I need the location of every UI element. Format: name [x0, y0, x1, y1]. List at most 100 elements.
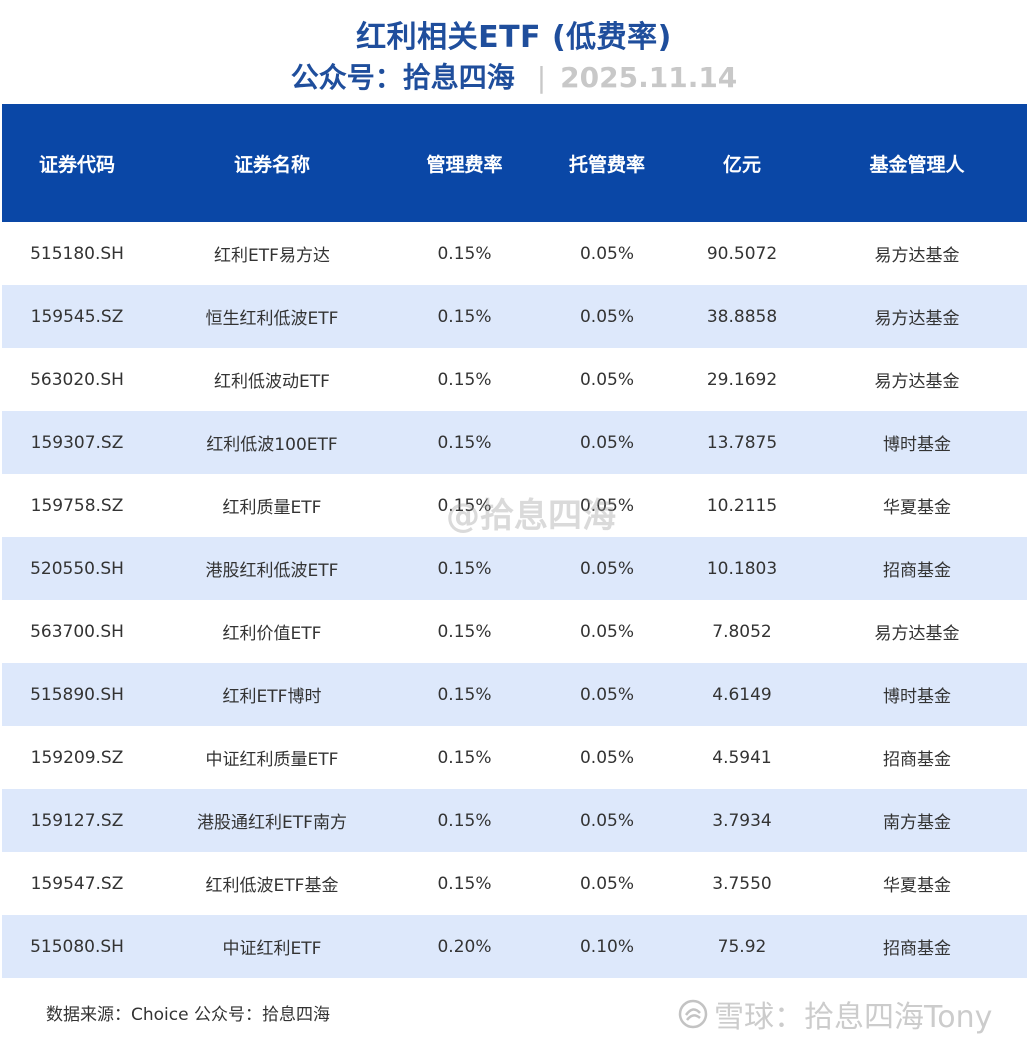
table-cell: 博时基金	[807, 411, 1027, 474]
table-cell: 0.05%	[537, 789, 677, 852]
table-cell: 0.15%	[392, 789, 537, 852]
table-cell: 563700.SH	[2, 600, 152, 663]
table-cell: 红利ETF易方达	[152, 222, 392, 285]
table-cell: 恒生红利低波ETF	[152, 285, 392, 348]
table-cell: 0.20%	[392, 915, 537, 978]
table-cell: 29.1692	[677, 348, 807, 411]
table-cell: 博时基金	[807, 663, 1027, 726]
table-cell: 0.05%	[537, 222, 677, 285]
table-cell: 7.8052	[677, 600, 807, 663]
title-separator: |	[536, 61, 547, 94]
table-cell: 515890.SH	[2, 663, 152, 726]
table-cell: 159545.SZ	[2, 285, 152, 348]
column-header: 托管费率	[537, 104, 677, 222]
table-body: 515180.SH 红利ETF易方达 0.15% 0.05% 90.5072 易方达基金 1…	[2, 222, 1027, 978]
table-cell: 520550.SH	[2, 537, 152, 600]
table-cell: 159209.SZ	[2, 726, 152, 789]
table-cell: 0.15%	[392, 474, 537, 537]
column-header: 基金管理人	[807, 104, 1027, 222]
table-cell: 159758.SZ	[2, 474, 152, 537]
table-cell: 0.15%	[392, 411, 537, 474]
table-cell: 38.8858	[677, 285, 807, 348]
table-row: 159209.SZ 中证红利质量ETF 0.15% 0.05% 4.5941 招商基金	[2, 726, 1027, 789]
table-cell: 75.92	[677, 915, 807, 978]
table-cell: 13.7875	[677, 411, 807, 474]
table-cell: 红利质量ETF	[152, 474, 392, 537]
snowball-logo-icon	[678, 999, 708, 1029]
table-cell: 0.15%	[392, 348, 537, 411]
table-cell: 红利低波ETF基金	[152, 852, 392, 915]
table-cell: 3.7934	[677, 789, 807, 852]
table-cell: 0.15%	[392, 663, 537, 726]
table-cell: 0.15%	[392, 537, 537, 600]
table-cell: 华夏基金	[807, 852, 1027, 915]
table-cell: 0.05%	[537, 852, 677, 915]
etf-table-container: 证券代码 证券名称 管理费率 托管费率 亿元 基金管理人 515180.SH 红利ETF易方…	[2, 104, 1027, 978]
table-cell: 易方达基金	[807, 222, 1027, 285]
bottom-watermark-text: 雪球：拾息四海Tony	[714, 1000, 993, 1035]
report-date: 2025.11.14	[560, 61, 738, 94]
table-cell: 0.10%	[537, 915, 677, 978]
table-cell: 招商基金	[807, 726, 1027, 789]
page-title: 红利相关ETF (低费率)	[356, 20, 672, 55]
table-row: 563020.SH 红利低波动ETF 0.15% 0.05% 29.1692 易方达基金	[2, 348, 1027, 411]
table-cell: 0.15%	[392, 726, 537, 789]
table-cell: 0.15%	[392, 222, 537, 285]
table-row: 159547.SZ 红利低波ETF基金 0.15% 0.05% 3.7550 华夏基金	[2, 852, 1027, 915]
table-cell: 易方达基金	[807, 285, 1027, 348]
center-watermark: @拾息四海	[446, 496, 616, 536]
column-header: 证券名称	[152, 104, 392, 222]
table-cell: 159547.SZ	[2, 852, 152, 915]
table-cell: 易方达基金	[807, 348, 1027, 411]
table-cell: 招商基金	[807, 915, 1027, 978]
table-cell: 0.05%	[537, 285, 677, 348]
table-cell: 10.1803	[677, 537, 807, 600]
table-cell: 159127.SZ	[2, 789, 152, 852]
column-header: 证券代码	[2, 104, 152, 222]
table-cell: 3.7550	[677, 852, 807, 915]
account-name: 公众号：拾息四海	[290, 61, 515, 94]
table-cell: 港股红利低波ETF	[152, 537, 392, 600]
table-cell: 红利低波100ETF	[152, 411, 392, 474]
table-cell: 0.05%	[537, 726, 677, 789]
table-cell: 159307.SZ	[2, 411, 152, 474]
table-row: 515890.SH 红利ETF博时 0.15% 0.05% 4.6149 博时基金	[2, 663, 1027, 726]
table-cell: 中证红利质量ETF	[152, 726, 392, 789]
table-cell: 0.05%	[537, 663, 677, 726]
table-row: 159307.SZ 红利低波100ETF 0.15% 0.05% 13.7875 博时基金	[2, 411, 1027, 474]
table-cell: 华夏基金	[807, 474, 1027, 537]
table-cell: 红利ETF博时	[152, 663, 392, 726]
table-cell: 515180.SH	[2, 222, 152, 285]
subtitle-line: 公众号：拾息四海 | 2025.11.14	[0, 56, 1028, 96]
table-cell: 4.6149	[677, 663, 807, 726]
table-row: 520550.SH 港股红利低波ETF 0.15% 0.05% 10.1803 招商基金	[2, 537, 1027, 600]
table-header-row: 证券代码 证券名称 管理费率 托管费率 亿元 基金管理人	[2, 104, 1027, 222]
table-cell: 南方基金	[807, 789, 1027, 852]
bottom-watermark: 雪球：拾息四海Tony	[678, 992, 992, 1036]
table-cell: 港股通红利ETF南方	[152, 789, 392, 852]
table-row: 159545.SZ 恒生红利低波ETF 0.15% 0.05% 38.8858 易方达基金	[2, 285, 1027, 348]
table-cell: 90.5072	[677, 222, 807, 285]
table-cell: 4.5941	[677, 726, 807, 789]
table-cell: 易方达基金	[807, 600, 1027, 663]
table-cell: 0.05%	[537, 537, 677, 600]
table-cell: 0.05%	[537, 348, 677, 411]
table-row: 159127.SZ 港股通红利ETF南方 0.15% 0.05% 3.7934 南方基金	[2, 789, 1027, 852]
table-row: 159758.SZ 红利质量ETF 0.15% 0.05% 10.2115 华夏基金	[2, 474, 1027, 537]
table-row: 515180.SH 红利ETF易方达 0.15% 0.05% 90.5072 易方达基金	[2, 222, 1027, 285]
table-cell: 10.2115	[677, 474, 807, 537]
table-cell: 515080.SH	[2, 915, 152, 978]
table-cell: 红利价值ETF	[152, 600, 392, 663]
etf-table: 证券代码 证券名称 管理费率 托管费率 亿元 基金管理人 515180.SH 红利ETF易方…	[2, 104, 1027, 978]
table-cell: 0.15%	[392, 600, 537, 663]
table-cell: 0.05%	[537, 600, 677, 663]
table-cell: 0.15%	[392, 852, 537, 915]
column-header: 管理费率	[392, 104, 537, 222]
data-source-note: 数据来源：Choice 公众号：拾息四海	[46, 1005, 330, 1025]
table-cell: 563020.SH	[2, 348, 152, 411]
table-cell: 0.05%	[537, 474, 677, 537]
title-area: 红利相关ETF (低费率) 公众号：拾息四海 | 2025.11.14	[0, 0, 1028, 104]
table-cell: 0.05%	[537, 411, 677, 474]
table-cell: 0.15%	[392, 285, 537, 348]
table-cell: 红利低波动ETF	[152, 348, 392, 411]
